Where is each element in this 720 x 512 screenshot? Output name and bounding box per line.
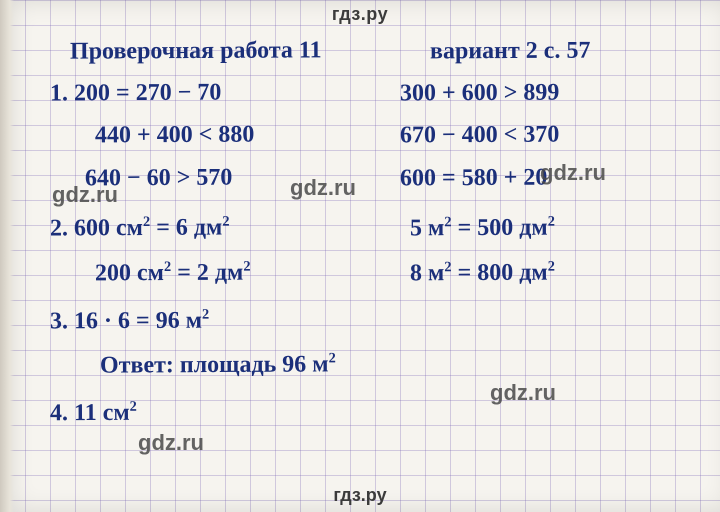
site-footer: гдз.ру <box>0 485 720 506</box>
site-header: гдз.ру <box>0 4 720 25</box>
handwritten-line: 8 м2 = 800 дм2 <box>410 260 555 288</box>
handwritten-line: 670 − 400 < 370 <box>400 122 559 150</box>
handwritten-line: 1. 200 = 270 − 70 <box>50 80 221 108</box>
graph-paper <box>0 0 720 512</box>
handwritten-line: 600 = 580 + 20 <box>400 165 547 193</box>
handwritten-line: 440 + 400 < 880 <box>95 122 254 150</box>
handwritten-line: 4. 11 см2 <box>50 400 137 427</box>
handwritten-line: 5 м2 = 500 дм2 <box>410 215 555 243</box>
page-binding-shadow <box>0 0 14 512</box>
site-header-text: гдз.ру <box>332 4 388 24</box>
handwritten-line: 2. 600 см2 = 6 дм2 <box>50 215 230 243</box>
handwritten-line: 3. 16 · 6 = 96 м2 <box>50 308 209 336</box>
handwritten-line: Ответ: площадь 96 м2 <box>100 351 336 379</box>
handwritten-line: вариант 2 с. 57 <box>430 38 591 66</box>
handwritten-line: 200 см2 = 2 дм2 <box>95 260 251 288</box>
handwritten-line: 300 + 600 > 899 <box>400 80 559 108</box>
site-footer-text: гдз.ру <box>333 485 386 505</box>
handwritten-line: 640 − 60 > 570 <box>85 165 232 193</box>
handwritten-line: Проверочная работа 11 <box>70 37 322 65</box>
